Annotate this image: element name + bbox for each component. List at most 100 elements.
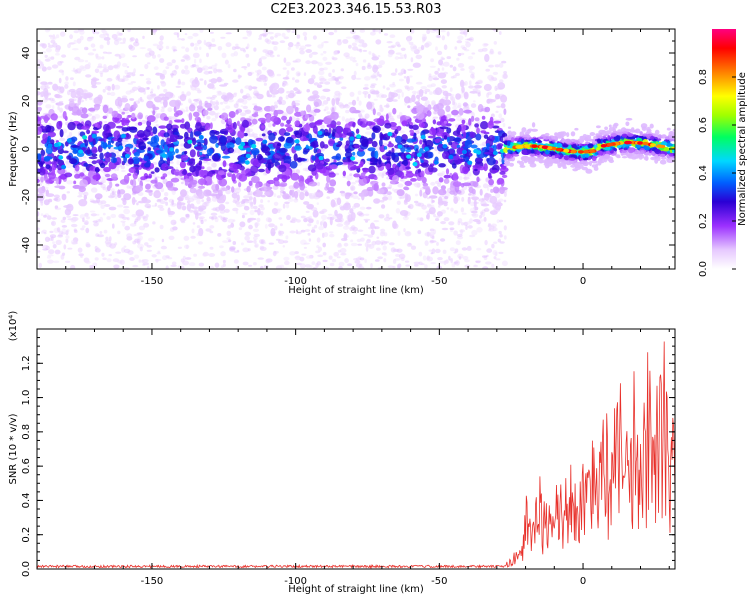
spectrogram-speckle — [70, 239, 77, 245]
spectrogram-band-speckle — [193, 111, 200, 118]
spectrogram-band-speckle — [386, 97, 394, 103]
spectrogram-band-speckle — [195, 212, 199, 220]
spectrogram-speckle — [496, 105, 501, 109]
spectrogram-speckle — [405, 264, 411, 267]
spectrogram-band-speckle — [206, 148, 214, 155]
spectrogram-speckle — [465, 41, 471, 48]
spectrogram-band-speckle — [191, 79, 200, 88]
spectrogram-speckle — [95, 56, 103, 60]
spectrogram-speckle — [228, 239, 232, 243]
spectrogram-band-speckle — [452, 181, 462, 188]
spectrogram-band-speckle — [251, 86, 258, 90]
spectrogram-hot-spot — [412, 161, 418, 167]
spectrogram-band-speckle — [81, 107, 88, 114]
spectrogram-band-speckle — [255, 182, 260, 189]
spectrogram-band-speckle — [66, 203, 74, 212]
spectrogram-hot-spot — [124, 153, 130, 159]
spectrogram-band-speckle — [453, 137, 462, 142]
spectrogram-speckle — [202, 252, 207, 257]
spectrogram-speckle — [69, 34, 73, 40]
spectrogram-speckle — [308, 238, 312, 242]
spectrogram-band-speckle — [216, 76, 222, 83]
spectrogram-band-speckle — [184, 150, 188, 155]
spectrogram-speckle — [388, 242, 395, 246]
spectrogram-band-speckle — [296, 157, 303, 163]
spectrogram-speckle — [222, 217, 228, 220]
spectrogram-band-speckle — [147, 141, 154, 145]
spectrogram-band-speckle — [304, 191, 309, 197]
spectrogram-speckle — [107, 65, 114, 71]
spectrogram-band-speckle — [209, 130, 216, 137]
spectrogram-speckle — [147, 48, 152, 52]
spectrogram-band-speckle — [386, 191, 392, 196]
spectrogram-band-speckle — [305, 144, 309, 150]
spectrogram-speckle — [71, 223, 78, 228]
spectrogram-speckle — [122, 221, 126, 227]
spectrogram-speckle — [443, 260, 447, 266]
spectrogram-speckle — [443, 44, 448, 50]
spectrogram-speckle — [211, 215, 218, 220]
spectrogram-speckle — [356, 48, 362, 52]
spectrogram-band-speckle — [47, 81, 53, 85]
spectrogram-band-speckle — [157, 132, 162, 137]
spectrogram-band-speckle — [268, 132, 276, 142]
spectrogram-hot-spot — [424, 146, 429, 152]
spectrogram-speckle — [462, 256, 469, 260]
spectrogram-speckle — [156, 252, 161, 255]
spectrogram-band-speckle — [81, 125, 90, 130]
spectrogram-band-speckle — [344, 151, 353, 158]
spectrogram-speckle — [47, 254, 54, 257]
spectrogram-band-speckle — [341, 162, 351, 165]
spectrogram-speckle — [358, 100, 362, 106]
spectrogram-speckle — [332, 69, 335, 73]
spectrogram-speckle — [190, 42, 195, 47]
spectrogram-band-speckle — [475, 133, 482, 141]
spectrogram-band-speckle — [77, 97, 82, 106]
spectrogram-speckle — [49, 97, 54, 102]
spectrogram-speckle — [171, 199, 174, 206]
spectrogram-band-speckle — [370, 222, 375, 230]
spectrogram-speckle — [324, 106, 329, 111]
spectrogram-band-speckle — [314, 101, 319, 108]
spectrogram-band-speckle — [485, 143, 491, 148]
spectrogram-speckle — [357, 197, 361, 200]
spectrogram-band-speckle — [179, 94, 187, 102]
spectrogram-speckle — [84, 220, 89, 226]
spectrogram-band-speckle — [45, 193, 55, 198]
spectrogram-band-speckle — [474, 123, 479, 128]
spectrogram-band-speckle — [128, 167, 136, 173]
spectrogram-speckle — [181, 38, 185, 41]
spectrogram-speckle — [153, 66, 159, 70]
spectrogram-speckle — [437, 50, 443, 56]
spectrogram-speckle — [403, 228, 406, 233]
spectrogram-band-speckle — [416, 94, 420, 100]
spectrogram-speckle — [358, 112, 362, 118]
spectrogram-speckle — [364, 213, 370, 216]
spectrogram-band-speckle — [376, 118, 383, 126]
spectrogram-speckle — [351, 231, 358, 235]
spectrogram-band-speckle — [194, 131, 202, 136]
spectrogram-speckle — [209, 246, 214, 250]
spectrogram-speckle — [307, 232, 311, 236]
spectrogram-band-speckle — [405, 149, 412, 153]
spectrogram-speckle — [240, 200, 245, 205]
spectrogram-speckle — [383, 217, 391, 222]
spectrogram-speckle — [382, 85, 386, 89]
spectrogram-speckle — [380, 127, 385, 131]
spectrogram-band-speckle — [103, 152, 112, 158]
spectrogram-speckle — [222, 259, 226, 264]
spectrogram-speckle — [362, 91, 369, 95]
spectrogram-speckle — [233, 103, 239, 109]
spectrogram-speckle — [347, 263, 353, 267]
spectrogram-speckle — [464, 264, 471, 268]
spectrogram-speckle — [49, 230, 54, 234]
spectrogram-band-speckle — [336, 213, 343, 220]
spectrogram-speckle — [177, 38, 182, 41]
spectrogram-band-speckle — [221, 187, 229, 192]
spectrogram-speckle — [352, 59, 357, 63]
spectrogram-speckle — [73, 30, 80, 34]
spectrogram-band-speckle — [142, 199, 152, 204]
spectrogram-speckle — [51, 64, 59, 69]
spectrogram-band-speckle — [54, 93, 61, 99]
spectrogram-band-speckle — [379, 138, 383, 147]
